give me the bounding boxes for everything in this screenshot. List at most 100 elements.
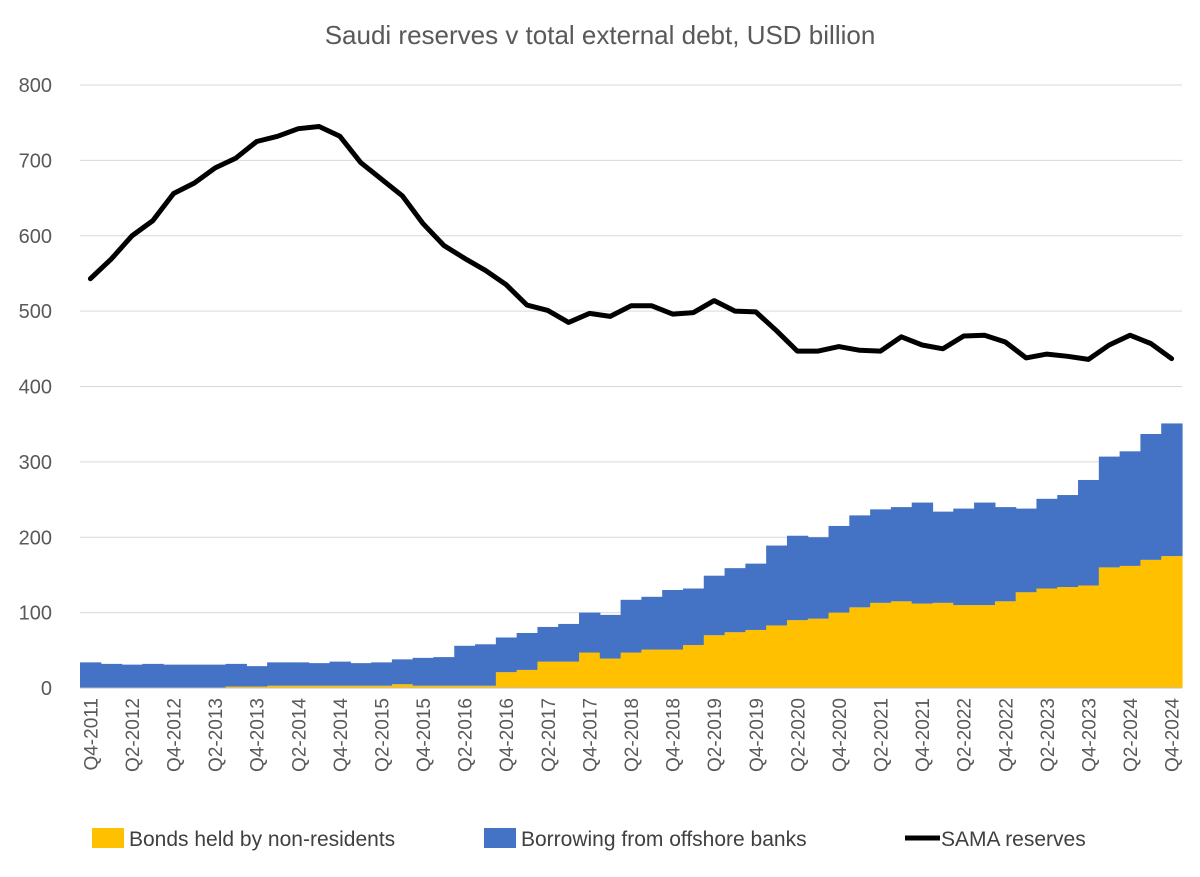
bonds-bar [433,685,455,688]
banks-bar [724,568,746,633]
banks-bar [516,632,539,670]
bonds-bar [246,686,268,688]
banks-bar [287,662,310,686]
bonds-bar [1036,588,1058,688]
bonds-bar [329,685,351,688]
x-tick-label: Q2-2017 [539,698,560,772]
banks-bar [350,663,372,686]
bonds-bar [537,661,559,688]
legend-label-banks: Borrowing from offshore banks [521,828,807,851]
bonds-bar [1057,586,1079,688]
y-tick-label: 600 [19,226,52,248]
bonds-bar [911,603,934,688]
banks-bar [371,662,393,686]
banks-bar [1057,495,1079,587]
banks-bar [1036,498,1058,589]
x-tick-label: Q2-2021 [872,698,893,772]
banks-bar [391,659,414,685]
y-tick-label: 0 [41,678,52,700]
x-tick-label: Q2-2013 [206,698,227,772]
x-tick-label: Q2-2019 [705,698,726,772]
x-tick-label: Q2-2012 [123,698,144,772]
y-tick-label: 800 [19,75,52,97]
banks-bar [974,502,996,606]
bonds-bar [391,684,414,688]
banks-bar [475,644,497,686]
gridlines [80,84,1182,614]
banks-bar [1119,451,1142,566]
bonds-bar [994,601,1017,688]
x-tick-label: Q4-2019 [747,698,768,772]
banks-bar [849,515,871,608]
banks-bar [932,511,954,603]
bonds-bar [766,625,788,688]
banks-bar [786,535,809,621]
bonds-bar [287,685,310,688]
y-tick-label: 100 [19,603,52,625]
banks-bar [1161,423,1183,557]
x-tick-label: Q4-2016 [497,698,518,772]
banks-bar [745,563,767,630]
banks-bar [433,657,455,686]
bonds-bar [724,632,746,688]
bonds-bar [475,685,497,688]
banks-bar [412,657,435,686]
x-tick-label: Q2-2024 [1121,698,1142,772]
x-tick-label: Q2-2014 [289,698,310,772]
bonds-bar [786,620,809,688]
x-tick-label: Q2-2018 [622,698,643,772]
x-tick-label: Q2-2015 [372,698,393,772]
x-tick-label: Q2-2020 [788,698,809,772]
x-axis: Q4-2011 Q2-2012 Q4-2012 Q2-2013 Q4-2013 Q2-20… [80,687,1184,772]
banks-bar [329,661,351,686]
banks-bar [1098,456,1121,568]
bonds-bar [558,661,580,688]
x-tick-label: Q2-2022 [955,698,976,772]
bonds-bar [495,672,518,688]
banks-bar [890,507,913,602]
x-tick-label: Q2-2023 [1038,698,1059,772]
bonds-bar [225,686,247,688]
stacked-areas [80,423,1183,688]
x-tick-label: Q4-2017 [580,698,601,772]
bonds-bar [1161,556,1183,688]
banks-bar [80,662,102,688]
banks-bar [267,662,289,686]
legend-swatch-banks [484,828,516,848]
banks-bar [1140,433,1162,560]
banks-bar [163,664,185,688]
bonds-bar [599,658,622,688]
banks-bar [537,626,559,662]
x-tick-label: Q4-2023 [1079,698,1100,772]
banks-bar [911,502,934,604]
banks-bar [225,663,247,687]
bonds-bar [1140,559,1162,688]
bonds-bar [703,635,726,688]
banks-bar [1078,479,1100,586]
x-tick-label: Q4-2022 [996,698,1017,772]
bonds-bar [682,645,705,688]
banks-bar [142,663,164,688]
bonds-bar [953,605,975,688]
banks-bar [558,623,580,662]
banks-bar [100,663,123,688]
banks-bar [183,664,206,688]
legend: Bonds held by non-residents Borrowing fro… [92,828,1086,851]
y-tick-label: 500 [19,301,52,323]
bonds-bar [516,669,539,688]
bonds-bar [745,629,767,688]
y-tick-label: 300 [19,452,52,474]
banks-bar [246,666,268,687]
legend-label-bonds: Bonds held by non-residents [129,828,395,851]
bonds-bar [974,605,996,688]
banks-bar [682,588,705,646]
x-tick-label: Q4-2021 [913,698,934,772]
y-tick-label: 200 [19,527,52,549]
bonds-bar [350,685,372,688]
banks-bar [308,663,331,686]
bonds-bar [579,652,601,688]
x-tick-label: Q4-2011 [81,698,102,771]
banks-bar [953,508,975,606]
